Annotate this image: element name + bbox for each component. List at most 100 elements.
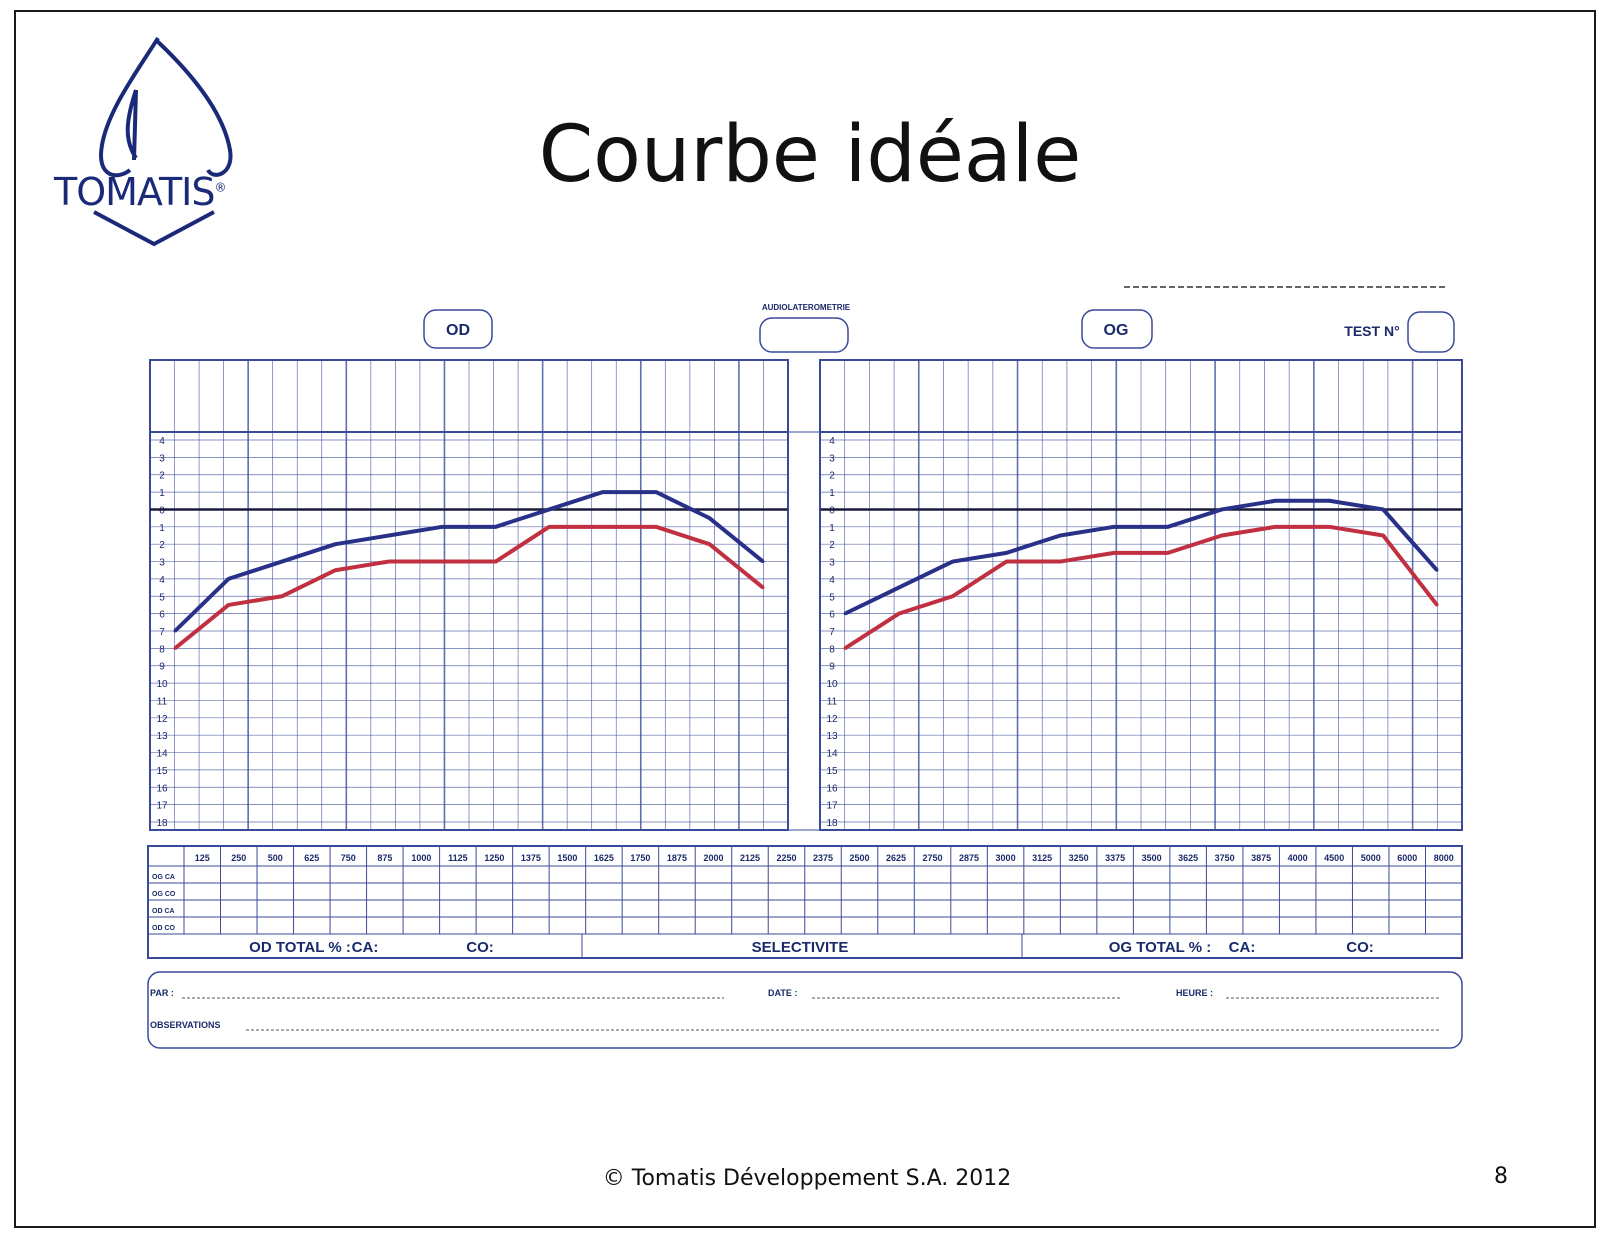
center-scale-column bbox=[787, 431, 821, 831]
frequency-header-cell: 1750 bbox=[630, 853, 650, 863]
od-label: OD bbox=[446, 322, 470, 339]
og-data-point bbox=[1274, 525, 1278, 529]
og-y-tick-label: 3 bbox=[829, 453, 835, 464]
test-number-box bbox=[1407, 311, 1455, 353]
od-y-tick-label: 2 bbox=[159, 540, 165, 551]
od-bone-conduction-line bbox=[173, 524, 765, 650]
og-data-point bbox=[1166, 551, 1170, 555]
tomatis-logo-icon bbox=[93, 36, 233, 247]
og-y-tick-label: 4 bbox=[829, 436, 835, 447]
frequency-header-cell: 875 bbox=[377, 853, 392, 863]
od-data-point bbox=[226, 603, 230, 607]
frequency-header-cell: 8000 bbox=[1434, 853, 1454, 863]
selectivity-label: SELECTIVITE bbox=[752, 939, 849, 956]
frequency-header-cell: 1875 bbox=[667, 853, 687, 863]
od-y-tick-label: 16 bbox=[156, 783, 168, 794]
frequency-header-cell: 2625 bbox=[886, 853, 906, 863]
od-data-point bbox=[547, 507, 551, 511]
og-y-tick-label: 9 bbox=[829, 662, 835, 673]
od-data-point bbox=[494, 525, 498, 529]
od-y-tick-label: 14 bbox=[156, 749, 168, 760]
table-row-label: OG CA bbox=[152, 874, 175, 881]
frequency-header-cell: 500 bbox=[268, 853, 283, 863]
frequency-header-cell: 2500 bbox=[849, 853, 869, 863]
od-data-point bbox=[173, 646, 177, 650]
frequency-header-cell: 6000 bbox=[1397, 853, 1417, 863]
od-data-point bbox=[761, 586, 765, 590]
og-data-point bbox=[1112, 551, 1116, 555]
frequency-header-cell: 625 bbox=[304, 853, 319, 863]
od-y-tick-label: 7 bbox=[159, 627, 165, 638]
og-y-tick-label: 7 bbox=[829, 627, 835, 638]
frequency-header-cell: 4000 bbox=[1288, 853, 1308, 863]
od-y-tick-label: 17 bbox=[156, 801, 168, 812]
og-y-tick-label: 15 bbox=[826, 766, 838, 777]
od-data-point bbox=[654, 525, 658, 529]
od-ca-label: CA: bbox=[352, 939, 379, 956]
observations-box bbox=[147, 971, 1463, 1049]
od-y-tick-label: 9 bbox=[159, 662, 165, 673]
frequency-header-cell: 250 bbox=[231, 853, 246, 863]
og-co-label: CO: bbox=[1346, 939, 1374, 956]
og-data-point bbox=[1327, 525, 1331, 529]
og-data-point bbox=[843, 612, 847, 616]
table-row-label: OD CO bbox=[152, 925, 176, 932]
og-data-point bbox=[843, 646, 847, 650]
od-y-tick-label: 18 bbox=[156, 818, 168, 829]
audiolaterometrie-label: AUDIOLATEROMETRIE bbox=[762, 303, 851, 312]
og-data-point bbox=[1435, 568, 1439, 572]
og-y-tick-label: 6 bbox=[829, 610, 835, 621]
od-data-point bbox=[601, 525, 605, 529]
frequency-header-cell: 1125 bbox=[448, 853, 468, 863]
od-y-tick-label: 2 bbox=[159, 471, 165, 482]
od-data-point bbox=[387, 534, 391, 537]
od-data-point bbox=[708, 542, 712, 546]
og-data-point bbox=[897, 586, 901, 590]
od-data-point bbox=[333, 568, 337, 572]
frequency-header-cell: 2875 bbox=[959, 853, 979, 863]
og-y-tick-label: 10 bbox=[826, 679, 838, 690]
og-label: OG bbox=[1104, 322, 1129, 339]
og-data-point bbox=[1112, 525, 1116, 529]
og-data-point bbox=[1058, 560, 1062, 564]
frequency-header-cell: 1250 bbox=[484, 853, 504, 863]
od-data-point bbox=[440, 525, 444, 529]
og-y-tick-label: 18 bbox=[826, 818, 838, 829]
frequency-header-cell: 2375 bbox=[813, 853, 833, 863]
frequency-header-cell: 3625 bbox=[1178, 853, 1198, 863]
od-data-point bbox=[333, 542, 337, 546]
og-y-tick-label: 8 bbox=[829, 644, 835, 655]
od-y-tick-label: 11 bbox=[157, 696, 168, 707]
og-y-tick-label: 1 bbox=[829, 523, 835, 534]
og-y-tick-label: 2 bbox=[829, 540, 835, 551]
frequency-header-cell: 4500 bbox=[1324, 853, 1344, 863]
frequency-header-cell: 5000 bbox=[1361, 853, 1381, 863]
center-box bbox=[759, 317, 849, 353]
od-data-point bbox=[226, 577, 230, 581]
og-total-label: OG TOTAL % : bbox=[1109, 939, 1212, 956]
frequency-header-cell: 2750 bbox=[923, 853, 943, 863]
frequency-header-cell: 1500 bbox=[557, 853, 577, 863]
od-data-point bbox=[440, 560, 444, 564]
frequency-header-cell: 3875 bbox=[1251, 853, 1271, 863]
slide-frame bbox=[14, 10, 1596, 1228]
og-y-tick-label: 4 bbox=[829, 575, 835, 586]
og-air-conduction-line bbox=[844, 498, 1439, 616]
od-y-tick-label: 13 bbox=[156, 731, 168, 742]
par-label: PAR : bbox=[150, 988, 174, 998]
og-box bbox=[1081, 309, 1153, 349]
registered-mark: ® bbox=[214, 180, 227, 195]
od-total-label: OD TOTAL % : bbox=[249, 939, 351, 956]
slide-number: 8 bbox=[1494, 1164, 1508, 1189]
od-data-point bbox=[280, 560, 284, 564]
date-label: DATE : bbox=[768, 988, 797, 998]
frequency-header-cell: 3125 bbox=[1032, 853, 1052, 863]
frequency-header-cell: 3750 bbox=[1215, 853, 1235, 863]
od-data-point bbox=[601, 490, 605, 494]
frequency-header-cell: 1375 bbox=[521, 853, 541, 863]
og-y-tick-label: 5 bbox=[829, 592, 835, 603]
od-data-point bbox=[280, 594, 284, 598]
frequency-header-cell: 2000 bbox=[703, 853, 723, 863]
